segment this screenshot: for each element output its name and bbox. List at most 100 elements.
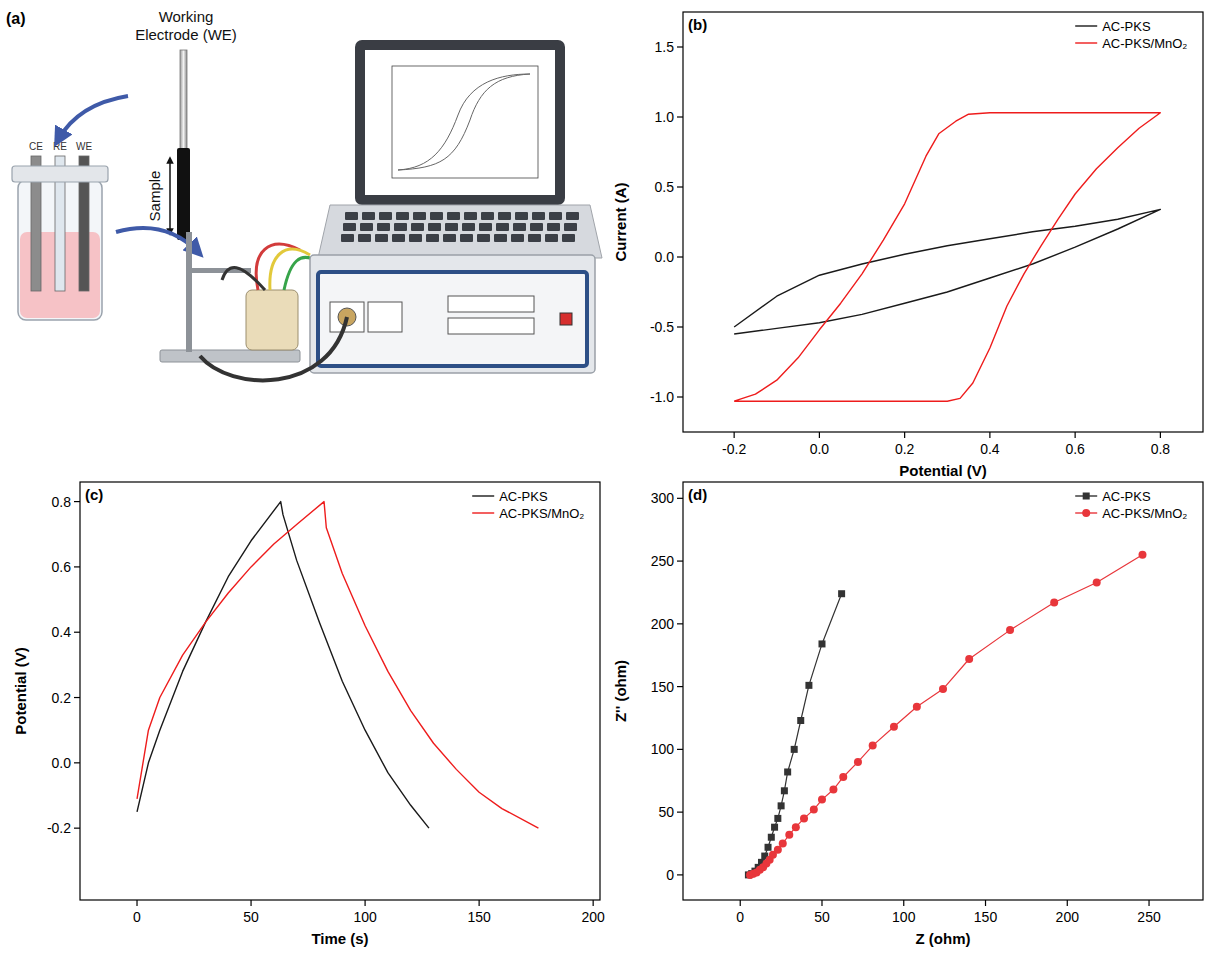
legend-label: AC-PKS/MnO₂ xyxy=(1102,36,1187,51)
key xyxy=(428,223,441,231)
series-line xyxy=(750,555,1142,875)
y-tick-label: -1.0 xyxy=(650,389,674,405)
x-tick xyxy=(1067,900,1068,906)
data-point xyxy=(965,655,973,663)
y-tick xyxy=(74,566,80,567)
panel-label: (d) xyxy=(688,486,707,503)
y-tick-label: 0.2 xyxy=(52,690,72,706)
flow-arrow xyxy=(116,228,198,252)
key xyxy=(515,212,528,220)
flow-arrow xyxy=(58,96,128,140)
data-point xyxy=(791,746,798,753)
key xyxy=(477,234,490,242)
x-tick xyxy=(479,900,480,906)
key xyxy=(447,212,460,220)
series-line xyxy=(137,502,538,829)
stand-rod xyxy=(186,232,192,352)
data-point xyxy=(838,590,845,597)
display xyxy=(448,296,534,312)
key xyxy=(396,212,409,220)
key xyxy=(528,234,541,242)
screen-plot-curve xyxy=(398,74,530,170)
cell-label: RE xyxy=(53,141,67,152)
key xyxy=(547,223,560,231)
data-point xyxy=(939,685,947,693)
key xyxy=(566,212,579,220)
port xyxy=(368,302,402,332)
x-tick-label: 200 xyxy=(581,909,605,925)
key xyxy=(345,212,358,220)
x-tick-label: 200 xyxy=(1056,909,1080,925)
y-tick-label: 0.4 xyxy=(52,624,72,640)
data-point xyxy=(1006,626,1014,634)
x-tick-label: 0.2 xyxy=(895,441,915,457)
key xyxy=(464,212,477,220)
plot-frame xyxy=(80,482,600,900)
x-tick xyxy=(904,432,905,438)
data-point xyxy=(800,814,808,822)
key xyxy=(511,234,524,242)
screen-plot-frame xyxy=(392,66,538,178)
x-tick-label: 0 xyxy=(133,909,141,925)
x-tick-label: 50 xyxy=(243,909,259,925)
data-point xyxy=(805,682,812,689)
panel-label: (c) xyxy=(85,486,103,503)
x-tick-label: -0.2 xyxy=(722,441,746,457)
key xyxy=(498,212,511,220)
x-tick xyxy=(1075,432,1076,438)
legend-label: AC-PKS/MnO₂ xyxy=(1102,506,1187,521)
chart-panel: -0.20.00.20.40.60.8-1.0-0.50.00.51.01.5P… xyxy=(612,12,1203,479)
x-tick-label: 0.8 xyxy=(1151,441,1171,457)
y-tick xyxy=(74,632,80,633)
key xyxy=(430,212,443,220)
wire xyxy=(222,268,265,290)
x-tick xyxy=(1160,432,1161,438)
electrode-rod xyxy=(180,50,187,150)
y-tick xyxy=(677,812,683,813)
x-tick xyxy=(819,432,820,438)
y-tick xyxy=(677,874,683,875)
data-point xyxy=(913,703,921,711)
plot-frame xyxy=(683,482,1203,900)
potentiostat-panel xyxy=(318,272,587,366)
y-tick-label: 50 xyxy=(658,804,674,820)
x-tick xyxy=(821,900,822,906)
y-axis-title: Z'' (ohm) xyxy=(612,660,629,722)
legend: AC-PKS AC-PKS/MnO₂ xyxy=(1075,19,1187,51)
legend: AC-PKSAC-PKS/MnO₂ xyxy=(1075,489,1187,521)
data-point xyxy=(818,796,826,804)
x-tick-label: 50 xyxy=(814,909,830,925)
x-tick-label: 0 xyxy=(736,909,744,925)
display xyxy=(448,318,534,334)
x-tick-label: 250 xyxy=(1137,909,1161,925)
legend-swatch xyxy=(1075,25,1097,26)
data-point xyxy=(774,815,781,822)
data-point xyxy=(774,846,782,854)
electrode-label-line: Electrode (WE) xyxy=(135,26,237,43)
cable xyxy=(200,317,347,380)
y-tick xyxy=(677,186,683,187)
data-point xyxy=(768,834,775,841)
data-point xyxy=(890,723,898,731)
chart-panel: 050100150200250050100150200250300Z (ohm)… xyxy=(612,482,1203,947)
key xyxy=(426,234,439,242)
y-tick-label: 0.6 xyxy=(52,559,72,575)
y-axis-title: Current (A) xyxy=(612,182,629,261)
key xyxy=(562,234,575,242)
data-point xyxy=(1138,551,1146,559)
y-tick xyxy=(677,396,683,397)
panel-label: (b) xyxy=(688,16,707,33)
y-tick-label: 150 xyxy=(651,679,675,695)
y-tick-label: 1.0 xyxy=(655,109,675,125)
x-tick-label: 150 xyxy=(467,909,491,925)
key xyxy=(545,234,558,242)
sample-label: Sample xyxy=(146,171,163,222)
x-tick xyxy=(903,900,904,906)
key xyxy=(443,234,456,242)
x-tick-label: 100 xyxy=(892,909,916,925)
legend-swatch xyxy=(472,512,494,513)
legend-label: AC-PKS xyxy=(1102,19,1151,34)
y-tick xyxy=(74,762,80,763)
y-tick xyxy=(677,46,683,47)
data-group xyxy=(734,113,1160,401)
